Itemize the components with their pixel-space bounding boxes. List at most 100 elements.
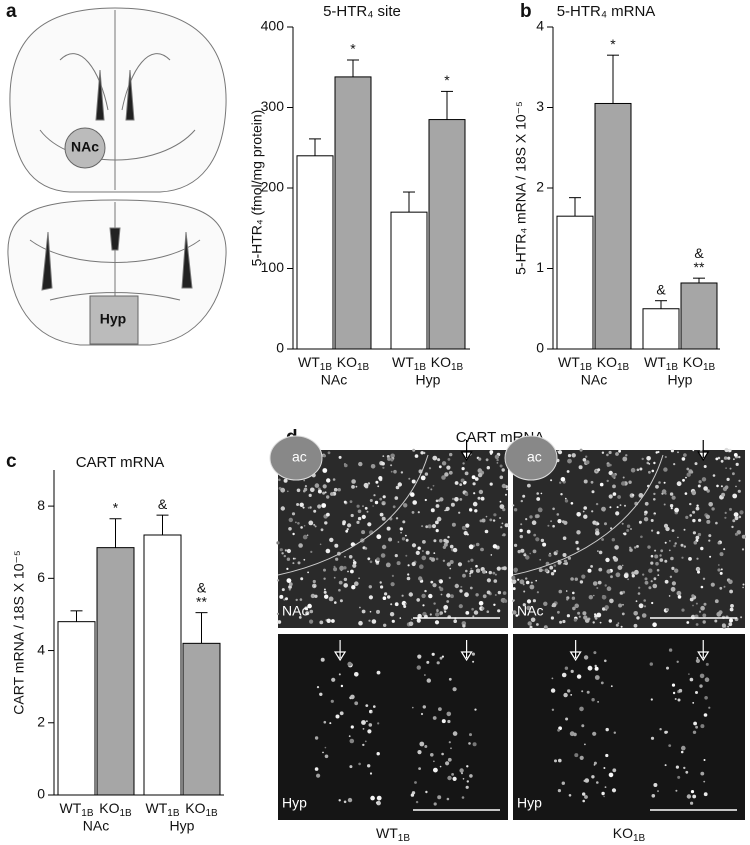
cell-dot [461,772,463,775]
y-axis-label: 5-HTR₄ (fmol/mg protein) [249,110,265,267]
cell-dot [408,592,413,597]
cell-dot [695,725,698,729]
cell-dot [452,731,458,736]
significance-mark: & [656,281,666,297]
cell-dot [335,557,339,561]
cell-dot [728,448,732,453]
cell-dot [350,694,355,700]
cell-dot [597,550,599,552]
cell-dot [351,585,356,590]
cell-dot [380,585,384,589]
bar [96,547,135,796]
cell-dot [283,554,286,558]
cell-dot [529,515,533,519]
cell-dot [692,604,694,607]
cell-dot [448,576,451,580]
cell-dot [623,532,627,536]
cell-dot [294,557,297,560]
cell-dot [664,541,667,544]
cell-dot [729,618,733,623]
cell-dot [494,573,497,576]
cell-dot [561,672,567,678]
x-tick-label-main: WT [146,800,168,816]
cell-dot [366,510,369,513]
cell-dot [551,677,554,680]
cell-dot [391,619,395,623]
cell-dot [677,698,681,702]
cell-dot [591,698,595,702]
cell-dot [601,451,605,454]
cell-dot [634,546,637,549]
cell-dot [459,589,463,593]
cell-dot [428,593,433,599]
cell-dot [686,621,690,624]
cell-dot [496,566,501,571]
cell-dot [415,550,420,556]
cell-dot [622,476,625,479]
cell-dot [400,471,404,474]
cell-dot [454,497,459,502]
cell-dot [630,528,632,530]
cell-dot [420,475,426,481]
cell-dot [657,574,660,576]
cell-dot [611,473,616,478]
cell-dot [599,482,604,487]
cell-dot [320,657,325,662]
cell-dot [501,534,504,537]
cell-dot [314,525,317,528]
cell-dot [441,719,446,724]
cell-dot [283,478,288,483]
cell-dot [416,598,421,602]
cell-dot [338,588,341,592]
cell-dot [570,577,574,581]
cell-dot [435,504,440,508]
cell-dot [714,599,719,604]
cell-dot [587,665,593,671]
cell-dot [579,706,584,712]
cell-dot [387,457,391,461]
cell-dot [717,541,721,545]
cell-dot [408,477,411,480]
cell-dot [708,539,711,542]
bar [390,211,428,350]
cell-dot [334,601,337,604]
cell-dot [594,616,598,620]
cell-dot [450,594,454,599]
cell-dot [548,553,552,557]
arrow [697,440,710,462]
cell-dot [683,766,686,770]
cell-dot [473,610,479,615]
cell-dot [615,572,621,578]
cell-dot [499,504,505,509]
nac-region [64,127,106,169]
cell-dot [550,479,553,482]
cell-dot [612,768,617,773]
cell-dot [537,507,543,513]
cell-dot [314,736,319,740]
cell-dot [621,481,626,486]
cell-dot [723,456,728,460]
cell-dot [440,593,443,596]
cell-dot [601,595,607,600]
cell-dot [367,557,371,561]
cell-dot [601,506,606,512]
cell-dot [697,570,700,574]
cell-dot [515,614,519,617]
cell-dot [471,475,476,480]
cell-dot [461,525,466,530]
cell-dot [477,472,483,478]
cell-dot [525,580,530,585]
cell-dot [326,495,330,499]
cell-dot [497,590,502,595]
cell-dot [281,552,284,555]
cell-dot [526,529,531,534]
cell-dot [447,719,451,724]
cell-dot [472,742,477,747]
cell-dot [652,583,658,589]
cell-dot [439,587,444,592]
cell-dot [319,543,322,546]
cell-dot [494,594,497,596]
cell-dot [719,552,724,557]
cell-dot [695,658,701,664]
cell-dot [405,534,407,537]
